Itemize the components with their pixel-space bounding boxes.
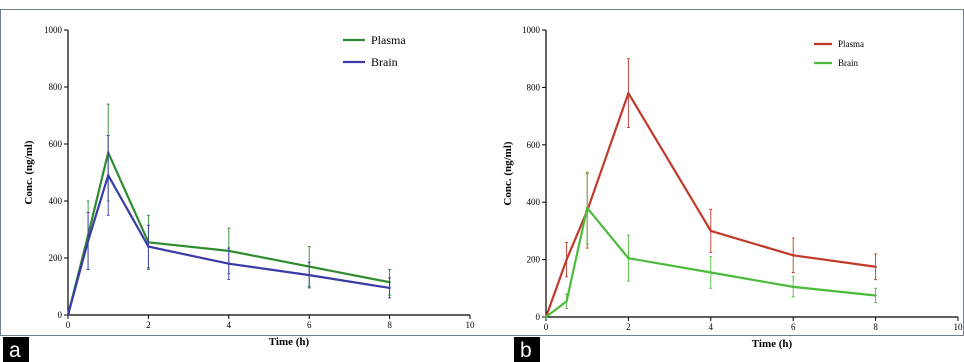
chart-a-series-brain-point: [388, 286, 391, 290]
chart-a-x-tick-label: 6: [307, 320, 312, 330]
chart-b-series-plasma-legend-label: Plasma: [838, 39, 864, 49]
chart-a-y-axis-title: Conc. (ng/ml): [23, 140, 35, 205]
chart-b-series-brain-point: [544, 315, 548, 319]
chart-a-x-tick-label: 2: [146, 320, 151, 330]
chart-b-x-tick-label: 10: [954, 322, 964, 332]
chart-a-x-tick-label: 0: [66, 320, 71, 330]
chart-b-x-tick-label: 8: [873, 322, 878, 332]
panel-a: 0 2 4 6 8 10 0 200 400 600 800 1000 Time (h) Conc. (n…: [23, 25, 475, 348]
chart-b-series-plasma-point: [627, 91, 630, 95]
chart-b-series-brain-point: [586, 206, 589, 210]
chart-b-x-axis-title: Time (h): [752, 338, 793, 350]
chart-a-y-tick-label: 1000: [44, 25, 63, 35]
chart-b-x-tick-label: 2: [626, 322, 631, 332]
chart-a-y-tick-label: 0: [58, 310, 63, 320]
panel-b: 0 2 4 6 8 10 0 200 400 600 800 1000 Time (h) Conc. (n…: [502, 25, 963, 350]
chart-a-series-brain-point: [86, 239, 90, 243]
figure-frame: [0, 9, 964, 336]
panel-a-label-text: a: [9, 339, 21, 362]
chart-a-series-plasma-legend-label: Plasma: [371, 33, 406, 47]
chart-b-y-tick-label: 800: [527, 82, 541, 92]
chart-b-series-brain-point: [627, 256, 630, 260]
chart-b-series-plasma-point: [565, 258, 568, 261]
chart-a-x-tick-label: 4: [227, 320, 232, 330]
chart-b-series-brain-point: [709, 271, 712, 274]
chart-b-series-plasma-point: [874, 265, 877, 268]
chart-a-series-brain-point: [308, 273, 311, 277]
chart-a-y-tick-label: 800: [49, 82, 63, 92]
chart-b-y-tick-label: 600: [527, 140, 541, 150]
chart-a-series-brain-point: [147, 245, 150, 248]
chart-a-y-tick-label: 600: [49, 139, 63, 149]
chart-a-series-brain-point: [107, 174, 110, 177]
chart-a-series-brain-point: [227, 262, 230, 265]
chart-b-series-plasma-point: [709, 229, 712, 233]
chart-b-y-tick-label: 0: [536, 312, 541, 322]
chart-b-x-tick-label: 4: [709, 322, 714, 332]
chart-a-y-tick-label: 200: [49, 253, 63, 263]
chart-b-y-axis-title: Conc. (ng/ml): [502, 141, 514, 206]
chart-b-y-tick-label: 1000: [522, 25, 541, 35]
chart-a-x-axis-title: Time (h): [269, 336, 310, 348]
chart-b-y-tick-label: 200: [527, 255, 541, 265]
panel-a-label: a: [3, 337, 29, 362]
chart-b-x-tick-label: 0: [544, 322, 549, 332]
chart-b-series-brain-point: [874, 294, 877, 297]
chart-b-series-brain-legend-label: Brain: [838, 58, 858, 68]
chart-b-y-tick-label: 400: [527, 197, 541, 207]
chart-a-series-brain-point: [66, 313, 70, 317]
chart-b-series-plasma-point: [792, 254, 795, 257]
chart-a-series-brain-legend-label: Brain: [371, 55, 398, 69]
chart-a-x-tick-label: 8: [387, 320, 392, 330]
panel-b-label-text: b: [520, 339, 532, 362]
chart-b-series-brain-point: [792, 285, 795, 289]
chart-a-x-tick-label: 10: [466, 320, 476, 330]
panel-b-label: b: [514, 337, 540, 362]
chart-a-y-tick-label: 400: [49, 196, 63, 206]
chart-b-series-brain-point: [565, 300, 568, 303]
chart-b-x-tick-label: 6: [791, 322, 796, 332]
